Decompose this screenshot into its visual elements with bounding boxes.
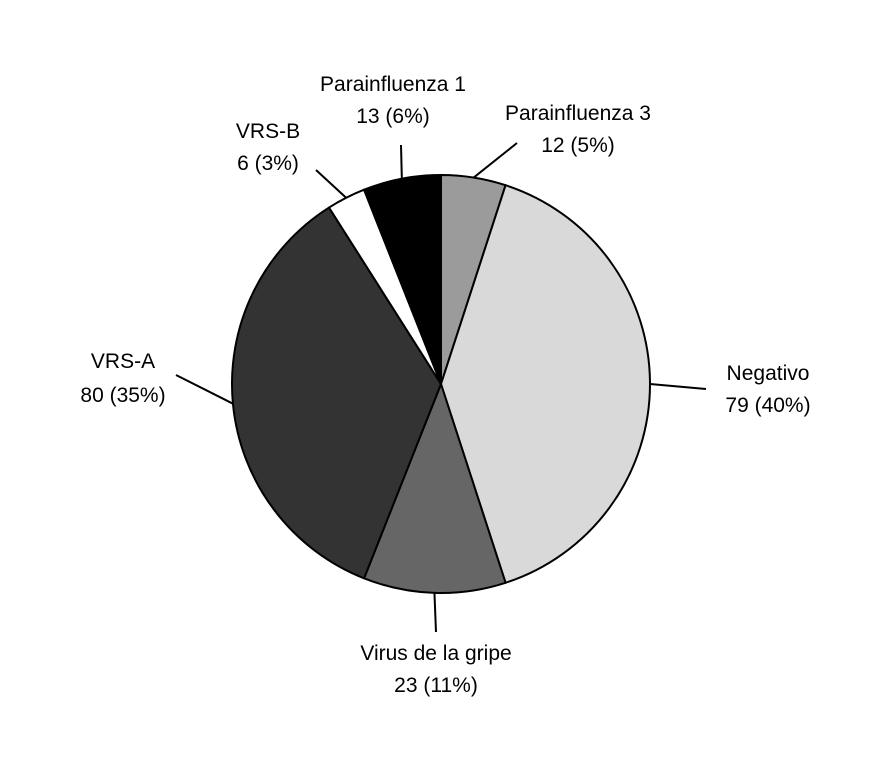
pie-slice-parainfluenza-1 xyxy=(363,174,442,385)
leader-line-negativo xyxy=(649,383,707,390)
slice-value: 6 (3%) xyxy=(237,152,299,175)
slice-value: 79 (40%) xyxy=(725,394,810,417)
leader-line-virus-de-la-gripe xyxy=(433,592,437,633)
slice-value: 12 (5%) xyxy=(541,134,615,157)
leader-line-vrs-b xyxy=(315,169,347,199)
slice-name: Parainfluenza 1 xyxy=(320,73,466,96)
slice-label-parainfluenza-3: Parainfluenza 3 12 (5%) xyxy=(505,102,651,157)
slice-value: 13 (6%) xyxy=(356,105,430,128)
slice-value: 23 (11%) xyxy=(394,674,478,697)
slice-label-parainfluenza-1: Parainfluenza 1 13 (6%) xyxy=(320,73,466,128)
pie-slice-virus-de-la-gripe xyxy=(363,383,507,594)
slice-name: Parainfluenza 3 xyxy=(505,102,651,125)
slice-label-vrs-a: VRS-A 80 (35%) xyxy=(80,350,165,407)
slice-label-negativo: Negativo 79 (40%) xyxy=(725,362,810,417)
pie-slice-vrs-a xyxy=(231,206,442,580)
slice-label-vrs-b: VRS-B 6 (3%) xyxy=(236,120,300,175)
pie-slice-negativo xyxy=(440,184,651,584)
slice-value: 80 (35%) xyxy=(80,384,165,407)
leader-line-parainfluenza-3 xyxy=(473,142,518,179)
pie-slices xyxy=(231,174,651,594)
leader-line-parainfluenza-1 xyxy=(400,144,403,179)
leader-lines xyxy=(175,142,707,633)
slice-name: Virus de la gripe xyxy=(360,642,511,665)
leader-line-vrs-a xyxy=(175,374,234,405)
slice-name: VRS-B xyxy=(236,120,300,143)
slice-label-virus-de-la-gripe: Virus de la gripe 23 (11%) xyxy=(360,642,511,697)
slice-name: VRS-A xyxy=(91,350,155,373)
slice-name: Negativo xyxy=(727,362,810,385)
